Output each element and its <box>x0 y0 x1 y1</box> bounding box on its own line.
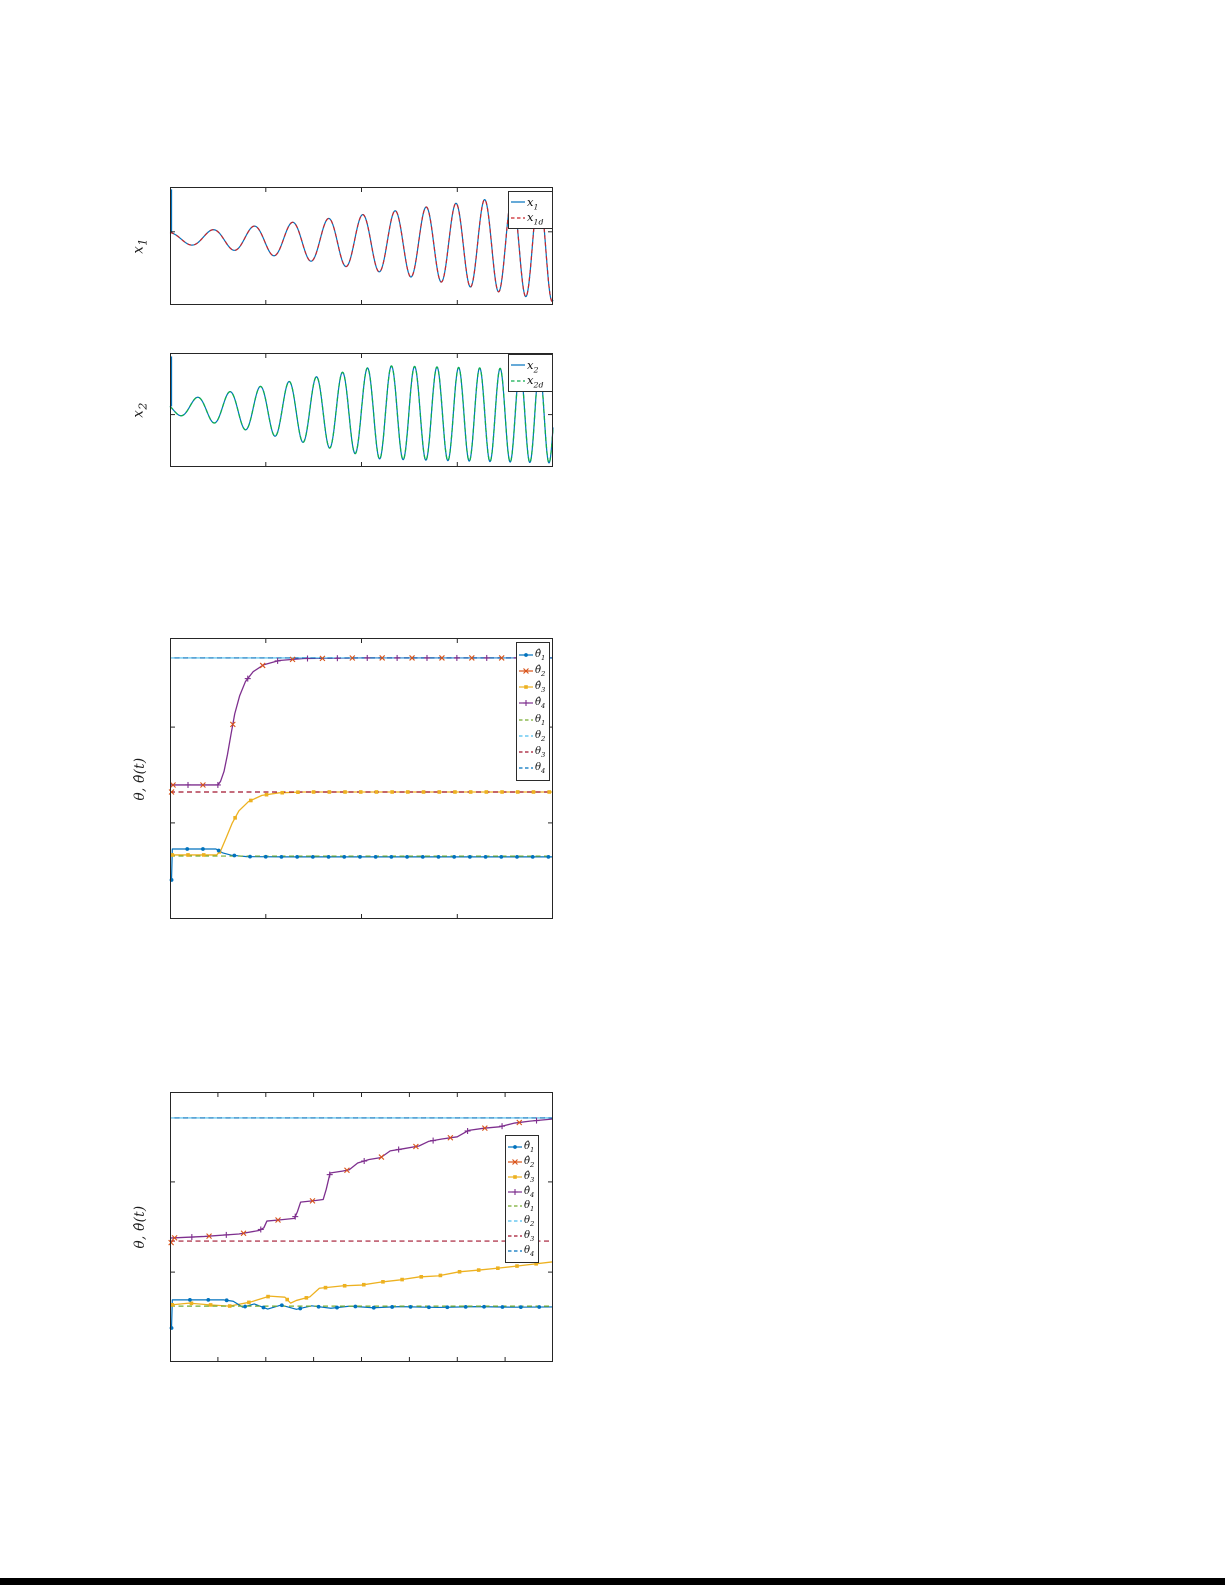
legend-entry: θ̂2 <box>508 1155 536 1169</box>
plot-theta-estimates-b <box>168 1092 554 1362</box>
plot-x2-legend: x2 x2d <box>508 354 553 392</box>
plot-theta-a-legend: θ̂1 θ̂2 θ̂3 θ̂4 θ1 θ2 θ3 θ4 <box>516 642 550 781</box>
legend-entry-label: θ̂3 <box>524 1170 535 1184</box>
legend-entry-label: θ̂2 <box>535 665 546 679</box>
legend-entry-label: x2d <box>527 372 544 390</box>
legend-entry: θ1 <box>508 1200 536 1214</box>
legend-entry: x2d <box>511 372 550 390</box>
legend-entry-label: θ4 <box>524 1245 535 1258</box>
legend-entry: θ̂4 <box>519 697 547 711</box>
plot-theta-b-legend: θ̂1 θ̂2 θ̂3 θ̂4 θ1 θ2 θ3 θ4 <box>505 1135 539 1263</box>
legend-entry: θ1 <box>519 713 547 727</box>
legend-entry-label: θ2 <box>535 729 546 743</box>
plot-x2-tracking <box>169 353 554 467</box>
legend-entry: θ3 <box>519 745 547 759</box>
legend-entry: θ̂2 <box>519 665 547 679</box>
legend-entry-label: θ1 <box>535 713 546 727</box>
legend-entry-label: θ4 <box>535 761 546 775</box>
legend-entry: x2 <box>511 357 550 374</box>
plot-theta-a-canvas <box>168 638 553 919</box>
legend-entry: θ3 <box>508 1230 536 1244</box>
legend-entry: θ2 <box>508 1215 536 1229</box>
legend-entry: x1d <box>511 209 550 227</box>
legend-entry: x1 <box>511 194 550 211</box>
legend-entry-label: θ2 <box>524 1215 535 1229</box>
plot-x2-canvas <box>169 353 554 467</box>
legend-entry-label: θ̂3 <box>535 681 546 695</box>
plot-x1-tracking <box>169 187 554 305</box>
legend-entry: θ̂1 <box>508 1140 536 1154</box>
legend-entry: θ4 <box>508 1245 536 1258</box>
legend-entry-label: θ̂1 <box>524 1140 535 1154</box>
plot-theta-estimates-a <box>168 638 553 919</box>
page-bottom-bar <box>0 1578 1225 1585</box>
legend-entry-label: θ1 <box>524 1200 535 1214</box>
plot-x1-ylabel: x1 <box>130 238 150 254</box>
plot-theta-a-ylabel: θ, θ̂(t) <box>132 757 148 800</box>
legend-entry-label: x1d <box>527 209 544 227</box>
legend-entry-label: θ3 <box>535 745 546 759</box>
legend-entry-label: θ̂2 <box>524 1155 535 1169</box>
legend-entry: θ̂4 <box>508 1185 536 1199</box>
legend-entry: θ2 <box>519 729 547 743</box>
plot-x1-canvas <box>169 187 554 305</box>
legend-entry-label: θ̂4 <box>535 697 546 711</box>
legend-entry: θ̂1 <box>519 649 547 663</box>
plot-x1-legend: x1 x1d <box>508 191 553 229</box>
plot-x2-ylabel: x2 <box>130 402 150 418</box>
legend-entry-label: θ3 <box>524 1230 535 1244</box>
plot-theta-b-ylabel: θ, θ̂(t) <box>132 1205 148 1249</box>
legend-entry-label: θ̂1 <box>535 649 546 663</box>
legend-entry-label: x2 <box>527 357 539 374</box>
legend-entry: θ̂3 <box>519 681 547 695</box>
plot-theta-b-canvas <box>168 1092 554 1362</box>
legend-entry-label: x1 <box>527 194 539 211</box>
legend-entry: θ̂3 <box>508 1170 536 1184</box>
legend-entry: θ4 <box>519 761 547 775</box>
legend-entry-label: θ̂4 <box>524 1185 535 1199</box>
